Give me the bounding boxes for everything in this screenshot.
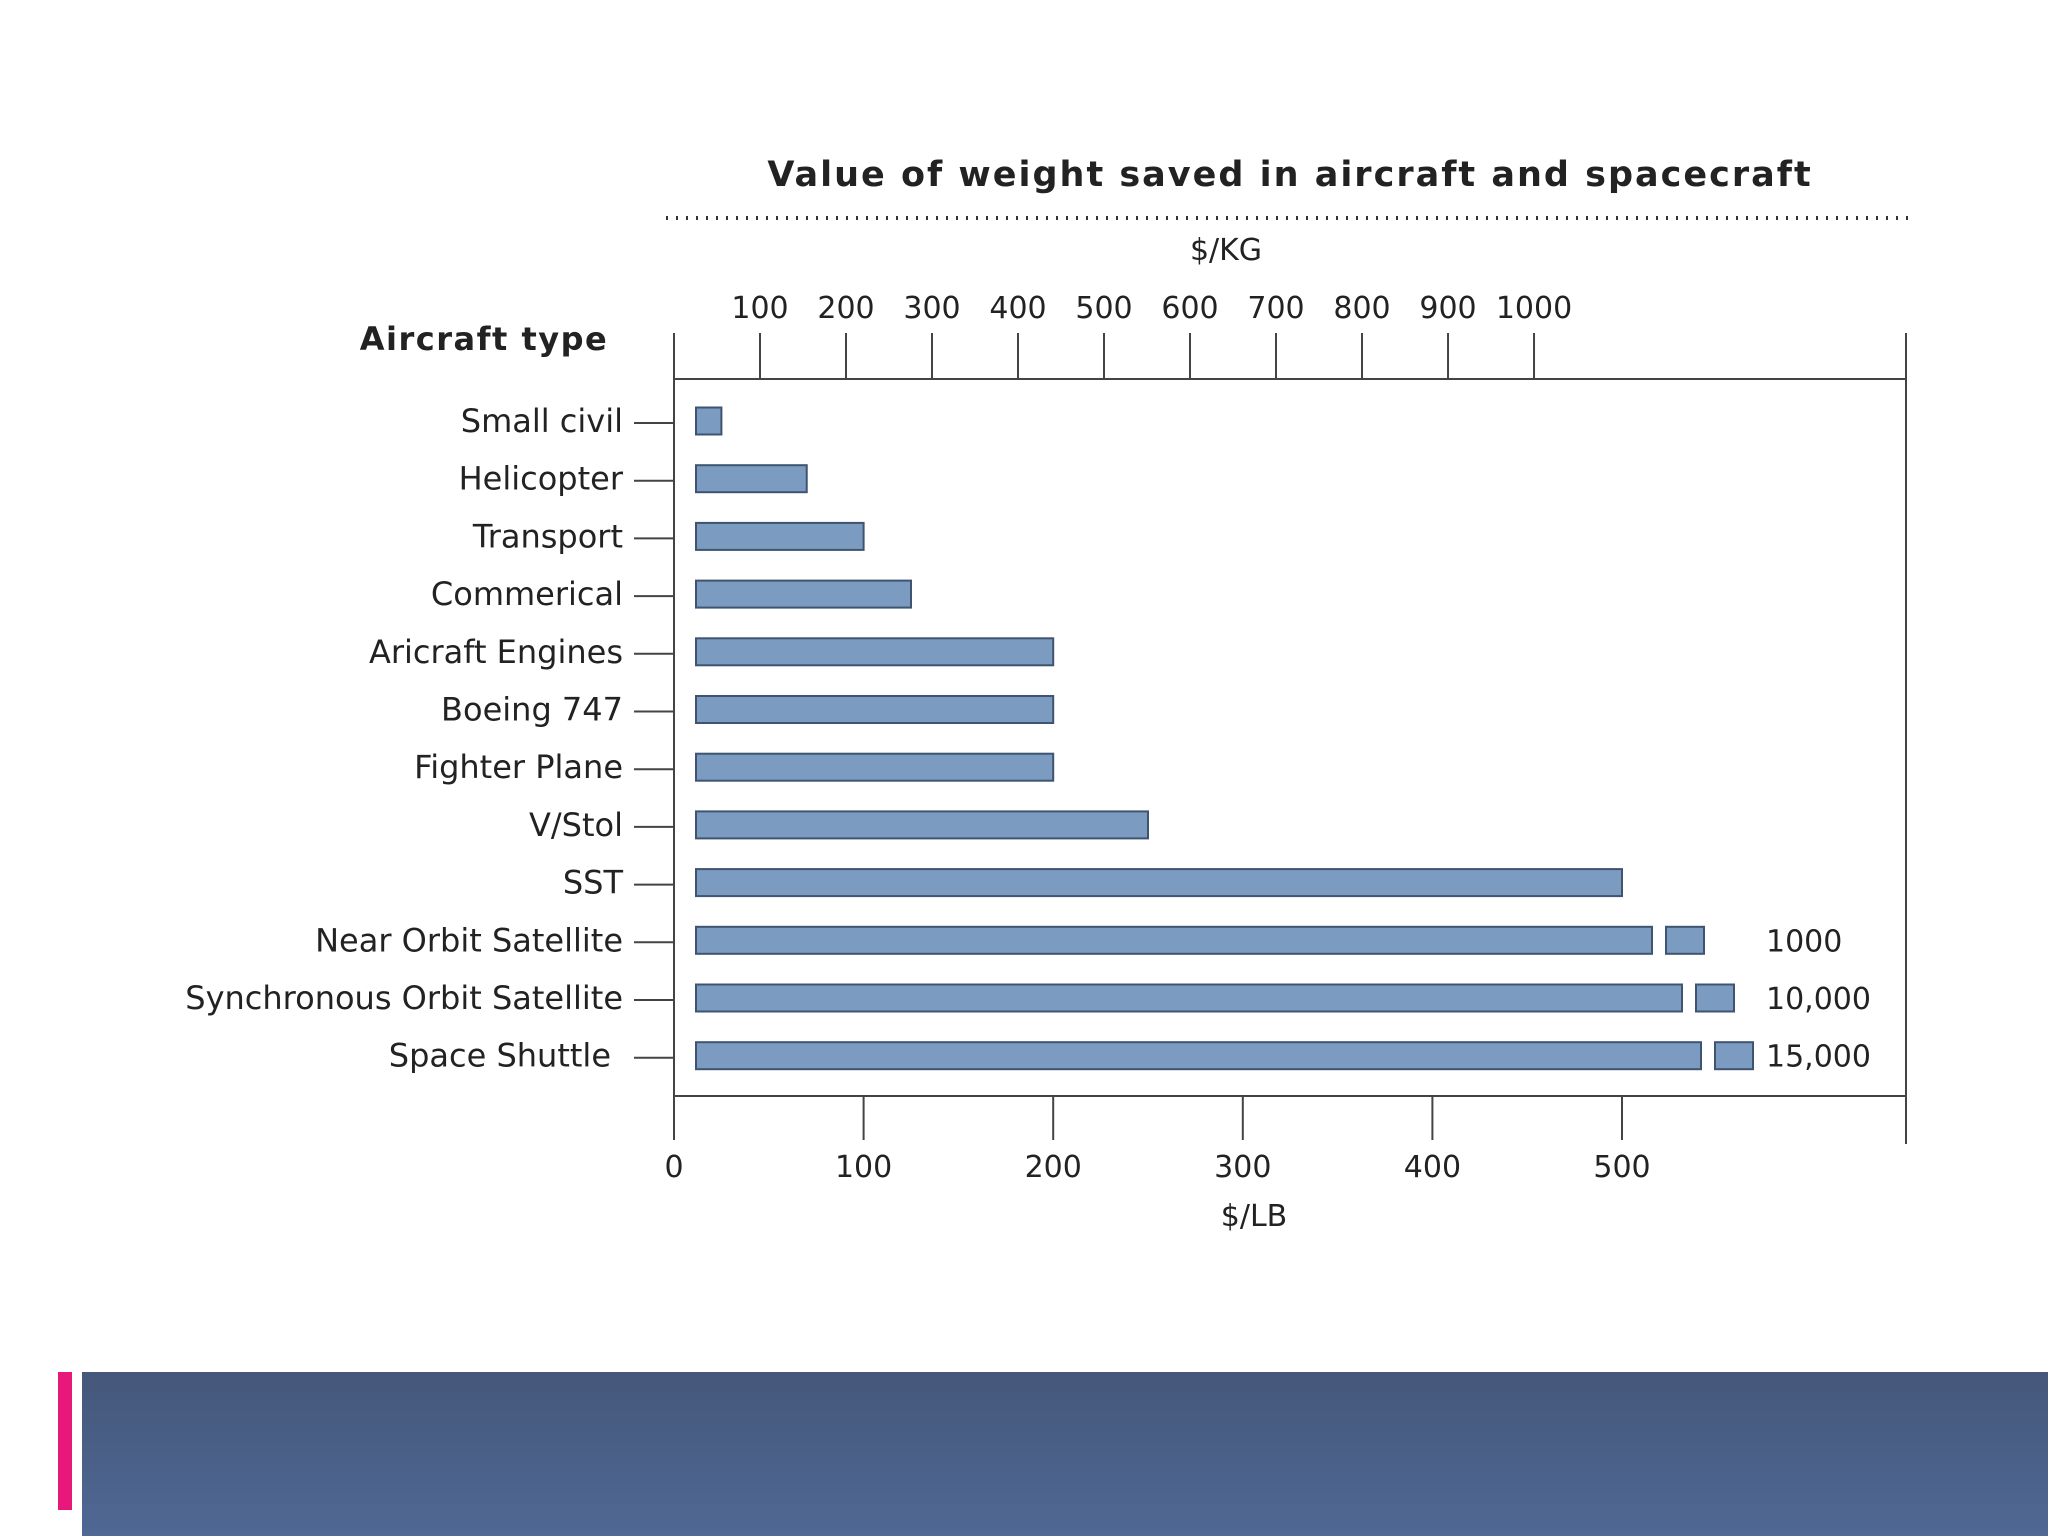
category-label: Small civil: [461, 402, 623, 440]
bar: [695, 579, 912, 609]
x2-tick-label: 900: [1419, 291, 1476, 326]
bar: [695, 637, 1055, 667]
category-label: Helicopter: [459, 460, 624, 498]
top-axis-label: $/KG: [1190, 233, 1262, 268]
bar: [695, 464, 808, 494]
bar: [695, 752, 1055, 782]
bar: [695, 810, 1149, 840]
bottom-axis: 0 100 200 300 400 500: [664, 1096, 1651, 1185]
top-axis: 100 200 300 400 500 600 700 800 900 1000: [731, 291, 1572, 379]
x2-tick-label: 300: [903, 291, 960, 326]
bar-value-label: 1000: [1766, 924, 1842, 959]
x-tick-label: 100: [835, 1150, 892, 1185]
x2-tick-label: 600: [1161, 291, 1218, 326]
x-tick-label: 200: [1025, 1150, 1082, 1185]
x2-tick-label: 400: [989, 291, 1046, 326]
bar-break-segment: [1665, 925, 1705, 955]
category-label: Space Shuttle: [389, 1037, 611, 1075]
bar: [695, 406, 723, 436]
x2-tick-label: 1000: [1496, 291, 1572, 326]
bar: [695, 1041, 1702, 1071]
category-label: Transport: [472, 517, 623, 555]
bar: [695, 695, 1055, 724]
x-tick-label: 500: [1593, 1150, 1650, 1185]
bar: [695, 521, 865, 551]
category-label: Boeing 747: [441, 691, 623, 729]
category-label: Commerical: [431, 575, 623, 613]
slide-accent-bar: [58, 1372, 72, 1510]
category-label: SST: [563, 864, 624, 902]
category-label: Aricraft Engines: [369, 633, 623, 671]
category-axis-label: Aircraft type: [360, 320, 608, 358]
x2-tick-label: 500: [1075, 291, 1132, 326]
bar-value-label: 15,000: [1766, 1040, 1871, 1075]
x2-tick-label: 800: [1333, 291, 1390, 326]
plot-frame: [673, 333, 1907, 1144]
bar-series: 1000 10,000 15,000: [695, 406, 1871, 1075]
x2-tick-label: 100: [731, 291, 788, 326]
x2-tick-label: 700: [1247, 291, 1304, 326]
category-label: Synchronous Orbit Satellite: [185, 979, 623, 1017]
slide-footer-bar: [82, 1372, 2048, 1536]
bottom-axis-label: $/LB: [1221, 1199, 1288, 1234]
category-labels: Small civil Helicopter Transport Commerical…: [185, 402, 674, 1075]
bar: [695, 983, 1683, 1013]
x-tick-label: 0: [664, 1150, 683, 1185]
bar-break-segment: [1695, 983, 1735, 1013]
bar-value-label: 10,000: [1766, 982, 1871, 1017]
x-tick-label: 400: [1404, 1150, 1461, 1185]
category-label: Fighter Plane: [414, 748, 623, 786]
x-tick-label: 300: [1214, 1150, 1271, 1185]
category-label: Near Orbit Satellite: [315, 921, 623, 959]
bar: [695, 925, 1653, 955]
bar-break-segment: [1714, 1041, 1754, 1071]
bar: [695, 868, 1623, 898]
category-label: V/Stol: [529, 806, 623, 844]
chart-title: Value of weight saved in aircraft and sp…: [767, 155, 1812, 195]
x2-tick-label: 200: [817, 291, 874, 326]
